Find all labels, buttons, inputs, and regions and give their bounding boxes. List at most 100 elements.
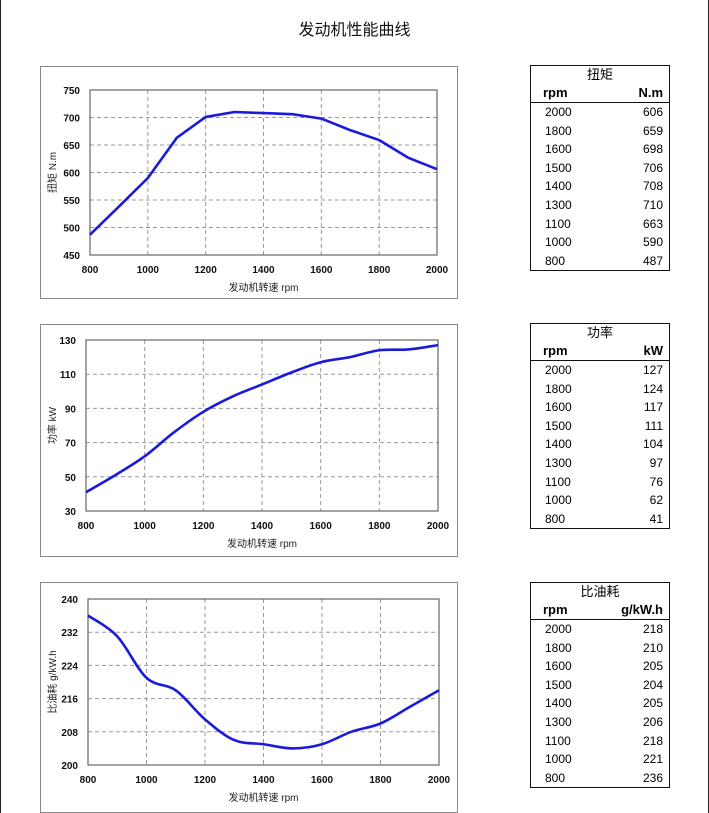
cell-value: 659 bbox=[642, 123, 663, 138]
cell-rpm: 1800 bbox=[545, 640, 572, 655]
bsfc-chart: 800 1000 1200 1400 1600 1800 2000 200 208 216 224 2… bbox=[40, 582, 458, 813]
table-row: 1000 590 bbox=[531, 233, 669, 252]
y-tick-label: 240 bbox=[61, 595, 78, 606]
table-row: 1800 659 bbox=[531, 122, 669, 141]
table-row: 1800 124 bbox=[531, 380, 669, 399]
cell-rpm: 800 bbox=[545, 770, 566, 785]
x-tick-label: 800 bbox=[78, 521, 95, 532]
cell-rpm: 1100 bbox=[545, 733, 571, 748]
x-tick-label: 1800 bbox=[368, 521, 391, 532]
cell-value: 590 bbox=[642, 235, 663, 250]
table-row: 1100 76 bbox=[531, 473, 669, 492]
cell-value: 698 bbox=[642, 142, 663, 157]
x-tick-label: 1800 bbox=[368, 265, 391, 276]
x-axis-label: 发动机转速 rpm bbox=[229, 791, 299, 804]
cell-rpm: 1300 bbox=[545, 197, 572, 212]
y-tick-label: 216 bbox=[61, 695, 78, 706]
table-row: 800 487 bbox=[531, 252, 669, 271]
x-tick-label: 1000 bbox=[134, 521, 157, 532]
cell-rpm: 800 bbox=[545, 253, 566, 268]
y-tick-label: 130 bbox=[59, 336, 76, 347]
x-tick-label: 1400 bbox=[252, 265, 275, 276]
cell-value: 205 bbox=[642, 696, 663, 711]
cell-rpm: 1800 bbox=[545, 123, 572, 138]
cell-rpm: 1300 bbox=[545, 455, 572, 470]
table-title: 扭矩 bbox=[586, 67, 613, 82]
y-tick-label: 30 bbox=[65, 507, 77, 518]
x-tick-label: 1400 bbox=[251, 521, 274, 532]
cell-value: 210 bbox=[642, 640, 663, 655]
plot-area bbox=[85, 339, 439, 512]
cell-rpm: 1100 bbox=[545, 216, 571, 231]
table-row: 1300 97 bbox=[531, 454, 669, 473]
table-row: 1600 117 bbox=[531, 398, 669, 417]
table-row: 2000 127 bbox=[531, 361, 669, 380]
table-row: 1300 710 bbox=[531, 196, 669, 215]
y-tick-label: 600 bbox=[63, 169, 80, 180]
cell-rpm: 2000 bbox=[545, 105, 572, 119]
cell-rpm: 2000 bbox=[545, 363, 572, 377]
cell-rpm: 1100 bbox=[545, 474, 571, 489]
x-tick-label: 2000 bbox=[427, 521, 450, 532]
y-tick-label: 110 bbox=[60, 370, 77, 381]
y-tick-label: 70 bbox=[65, 439, 77, 450]
cell-value: 708 bbox=[642, 179, 663, 194]
cell-value: 487 bbox=[642, 253, 663, 268]
x-tick-label: 800 bbox=[82, 265, 99, 276]
x-tick-label: 1200 bbox=[192, 521, 215, 532]
col-unit: N.m bbox=[638, 85, 663, 100]
x-tick-label: 1600 bbox=[310, 265, 333, 276]
cell-value: 706 bbox=[642, 160, 663, 175]
bsfc-table: 比油耗 rpm g/kW.h 2000 218 1800 210 1600 205 1500 20… bbox=[530, 582, 670, 789]
table-title: 功率 bbox=[586, 325, 613, 340]
cell-value: 127 bbox=[642, 363, 663, 377]
y-tick-label: 750 bbox=[63, 86, 80, 97]
x-tick-label: 1400 bbox=[252, 775, 275, 786]
cell-value: 111 bbox=[644, 418, 663, 433]
table-title: 比油耗 bbox=[580, 584, 620, 599]
y-tick-label: 650 bbox=[63, 141, 80, 152]
table-row: 1100 218 bbox=[531, 732, 669, 751]
cell-value: 124 bbox=[642, 381, 663, 396]
x-tick-label: 800 bbox=[80, 775, 97, 786]
x-tick-label: 2000 bbox=[426, 265, 449, 276]
table-row: 1400 104 bbox=[531, 435, 669, 454]
y-tick-label: 450 bbox=[63, 251, 80, 262]
x-axis-label: 发动机转速 rpm bbox=[229, 281, 299, 294]
x-tick-label: 1200 bbox=[195, 265, 218, 276]
y-tick-label: 500 bbox=[63, 224, 80, 235]
cell-rpm: 1400 bbox=[545, 437, 572, 452]
table-row: 800 236 bbox=[531, 769, 669, 788]
cell-value: 204 bbox=[642, 677, 663, 692]
y-tick-label: 550 bbox=[63, 196, 80, 207]
table-row: 1600 205 bbox=[531, 657, 669, 676]
table-header: rpm g/kW.h bbox=[531, 601, 669, 620]
cell-value: 205 bbox=[642, 659, 663, 674]
cell-rpm: 1400 bbox=[545, 179, 572, 194]
cell-rpm: 800 bbox=[545, 511, 566, 526]
table-row: 1000 62 bbox=[531, 491, 669, 510]
torque-chart: 800 1000 1200 1400 1600 1800 2000 450 500 550 600 6… bbox=[40, 66, 458, 299]
y-tick-label: 232 bbox=[61, 628, 78, 639]
table-row: 1400 708 bbox=[531, 177, 669, 196]
col-rpm: rpm bbox=[543, 602, 568, 617]
x-tick-label: 1200 bbox=[194, 775, 217, 786]
table-row: 800 41 bbox=[531, 510, 669, 529]
plot-area bbox=[89, 89, 438, 256]
y-tick-label: 50 bbox=[65, 473, 77, 484]
col-unit: g/kW.h bbox=[621, 602, 663, 617]
col-rpm: rpm bbox=[543, 343, 568, 358]
cell-value: 218 bbox=[642, 733, 663, 748]
cell-value: 76 bbox=[649, 474, 663, 489]
page-title: 发动机性能曲线 bbox=[298, 22, 411, 39]
plot-area bbox=[87, 598, 440, 766]
x-tick-label: 1600 bbox=[311, 775, 334, 786]
table-row: 1600 698 bbox=[531, 140, 669, 159]
y-axis-label: 比油耗 g/kW.h bbox=[46, 650, 59, 713]
cell-value: 104 bbox=[642, 437, 663, 452]
table-row: 1500 706 bbox=[531, 159, 669, 178]
x-tick-label: 2000 bbox=[428, 775, 451, 786]
table-row: 1800 210 bbox=[531, 639, 669, 658]
power-chart: 800 1000 1200 1400 1600 1800 2000 30 50 70 90 110 13… bbox=[40, 324, 458, 557]
y-tick-label: 224 bbox=[61, 661, 78, 672]
